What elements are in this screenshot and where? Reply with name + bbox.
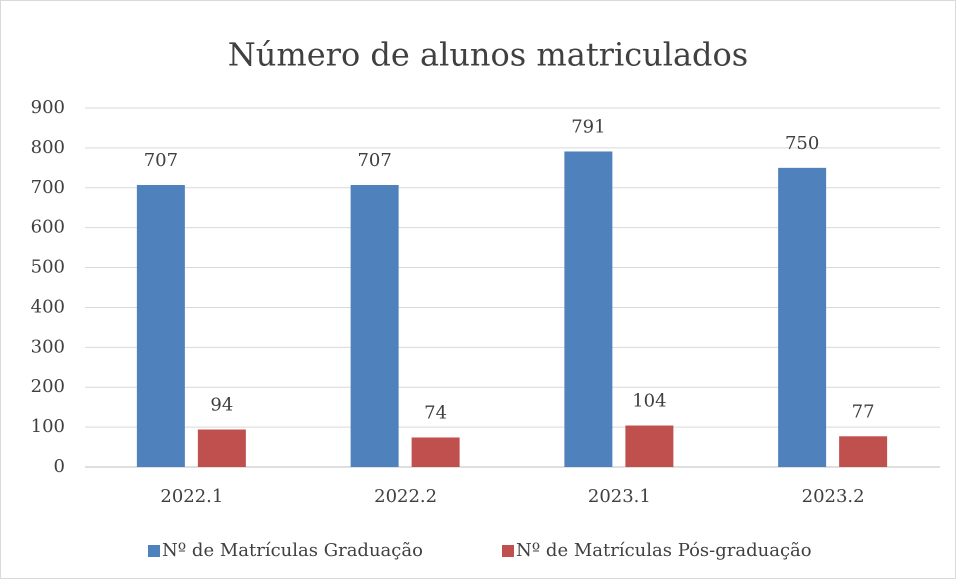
bar (564, 151, 613, 467)
x-tick-label: 2023.1 (588, 486, 651, 507)
x-tick-label: 2022.2 (374, 486, 437, 507)
bar (778, 167, 827, 468)
bar (197, 429, 246, 467)
legend-swatch (502, 545, 514, 557)
data-label: 104 (632, 391, 666, 412)
y-tick-label: 0 (54, 456, 65, 477)
data-label: 791 (571, 116, 605, 137)
x-tick-label: 2022.1 (160, 486, 223, 507)
bar (136, 184, 185, 468)
y-tick-label: 900 (31, 97, 65, 118)
bar (411, 437, 460, 467)
bar (625, 425, 674, 467)
y-tick-label: 800 (31, 137, 65, 158)
data-label: 707 (357, 150, 391, 171)
y-tick-label: 300 (31, 336, 65, 357)
chart-title: Número de alunos matriculados (228, 36, 748, 74)
y-tick-label: 200 (31, 376, 65, 397)
data-label: 94 (210, 395, 233, 416)
bar (839, 436, 888, 467)
y-tick-label: 400 (31, 296, 65, 317)
bar (350, 184, 399, 468)
y-tick-label: 700 (31, 177, 65, 198)
y-tick-label: 100 (31, 416, 65, 437)
legend-label: Nº de Matrículas Pós-graduação (516, 540, 812, 561)
data-label: 74 (424, 402, 447, 423)
data-label: 750 (785, 133, 819, 154)
y-tick-label: 600 (31, 217, 65, 238)
data-label: 707 (144, 150, 178, 171)
x-tick-label: 2023.2 (802, 486, 865, 507)
legend-label: Nº de Matrículas Graduação (162, 540, 423, 561)
y-tick-label: 500 (31, 257, 65, 278)
data-label: 77 (852, 401, 875, 422)
legend-swatch (148, 545, 160, 557)
